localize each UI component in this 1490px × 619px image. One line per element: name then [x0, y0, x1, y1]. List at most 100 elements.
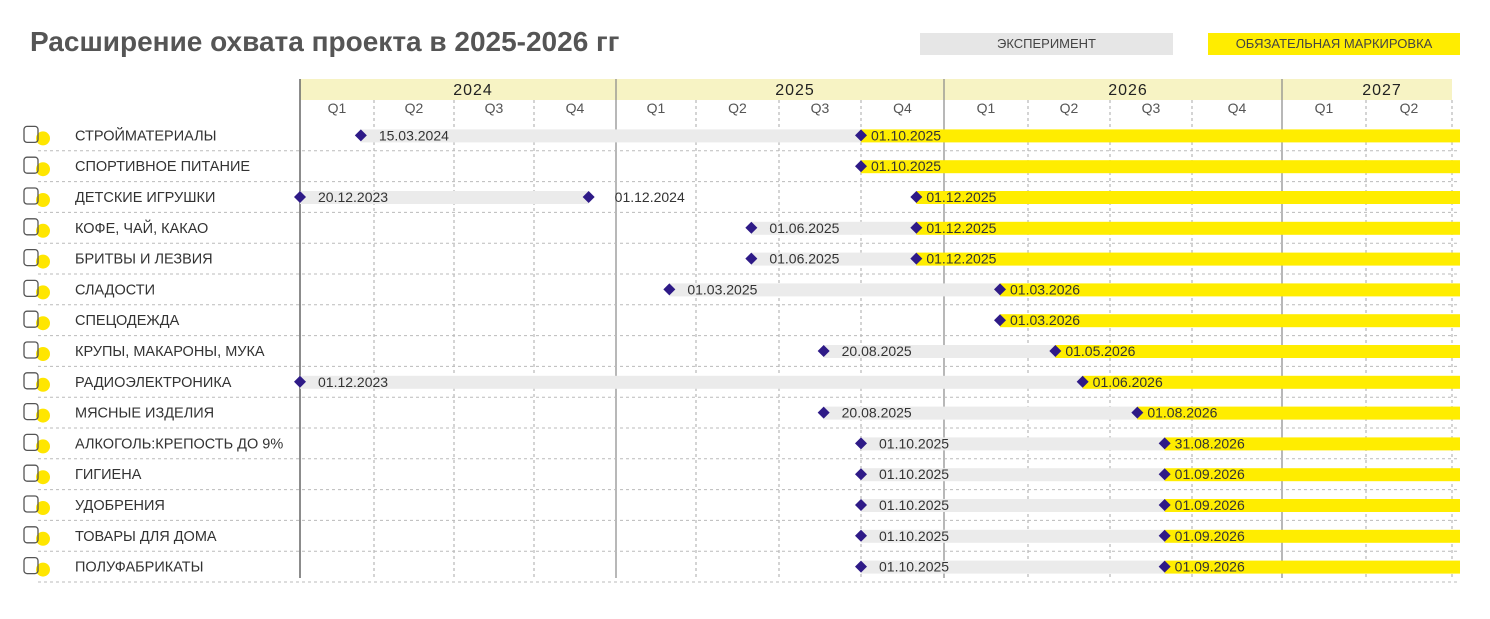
year-label: 2025 [775, 82, 815, 99]
icon-dot [36, 470, 50, 485]
experiment-start-date: 01.10.2025 [879, 435, 949, 451]
year-band [616, 79, 944, 100]
experiment-start-date: 20.12.2023 [318, 189, 388, 205]
icon-dot [36, 408, 50, 423]
icon-dot [36, 377, 50, 392]
year-band [1282, 79, 1452, 100]
category-label: СТРОЙМАТЕРИАЛЫ [75, 126, 216, 144]
quarter-label: Q3 [811, 100, 830, 116]
experiment-start-date: 01.03.2025 [687, 281, 757, 297]
mandatory-start-marker [855, 160, 867, 173]
experiment-bar [823, 406, 1138, 420]
category-label: ГИГИЕНА [75, 467, 142, 483]
icon-dot [36, 131, 50, 146]
mandatory-bar [916, 221, 1460, 235]
mandatory-bar [1164, 499, 1460, 512]
icon-dot [36, 162, 50, 177]
semi-finished-food-icon [23, 556, 39, 575]
mandatory-start-marker [1158, 529, 1171, 542]
icon-dot [36, 193, 50, 207]
mandatory-start-marker [910, 221, 923, 234]
workwear-icon [23, 310, 39, 328]
toys-icon [23, 187, 39, 205]
mandatory-start-marker [1049, 345, 1062, 357]
mandatory-start-marker [910, 252, 923, 265]
mandatory-start-date: 31.08.2026 [1175, 435, 1245, 451]
quarter-label: Q4 [1228, 100, 1247, 116]
mandatory-start-marker [1158, 560, 1171, 573]
icon-dot [36, 254, 50, 269]
experiment-start-date: 01.10.2025 [879, 497, 949, 513]
category-label: СПЕЦОДЕЖДА [75, 313, 180, 329]
mandatory-start-marker [994, 314, 1006, 327]
year-label: 2026 [1108, 82, 1148, 99]
experiment-bar [861, 560, 1165, 574]
category-label: ДЕТСКИЕ ИГРУШКИ [75, 190, 215, 206]
mandatory-start-date: 01.10.2025 [871, 158, 941, 174]
mandatory-start-marker [855, 129, 867, 142]
experiment-start-date: 20.08.2025 [842, 405, 912, 421]
quarter-label: Q1 [1315, 100, 1334, 116]
mandatory-start-marker [1076, 375, 1089, 388]
icon-dot [36, 439, 50, 454]
icon-dot [36, 501, 50, 515]
icon-dot [36, 347, 50, 361]
category-label: РАДИОЭЛЕКТРОНИКА [75, 375, 232, 391]
quarter-label: Q1 [328, 100, 347, 116]
year-label: 2027 [1362, 82, 1402, 99]
experiment-end-marker [582, 191, 595, 203]
category-label: СПОРТИВНОЕ ПИТАНИЕ [75, 159, 250, 175]
icon-dot [36, 531, 50, 546]
experiment-start-date: 01.06.2025 [769, 251, 839, 267]
quarter-label: Q2 [1400, 100, 1419, 116]
mandatory-start-date: 01.12.2025 [926, 189, 996, 205]
mandatory-start-marker [1131, 406, 1144, 419]
experiment-start-marker [354, 129, 367, 142]
mandatory-bar [1137, 406, 1460, 420]
icon-dot [36, 223, 50, 238]
household-goods-icon [23, 526, 39, 544]
page-title: Расширение охвата проекта в 2025-2026 гг [30, 26, 620, 57]
category-label: МЯСНЫЕ ИЗДЕЛИЯ [75, 406, 214, 422]
meat-icon [23, 402, 39, 421]
microchip-icon [23, 372, 39, 390]
mandatory-bar [1164, 468, 1460, 482]
experiment-bar [861, 529, 1165, 543]
experiment-end-date: 01.12.2024 [615, 189, 685, 205]
mandatory-start-date: 01.06.2026 [1093, 374, 1163, 390]
experiment-bar [300, 375, 1083, 389]
category-label: УДОБРЕНИЯ [75, 498, 165, 514]
experiment-start-marker [294, 191, 306, 203]
experiment-start-marker [817, 406, 830, 419]
mandatory-start-date: 01.09.2026 [1175, 497, 1245, 513]
coffee-cup-icon [23, 218, 39, 236]
legend-experiment: ЭКСПЕРИМЕНТ [920, 33, 1173, 55]
category-label: ТОВАРЫ ДЛЯ ДОМА [75, 529, 217, 545]
experiment-start-date: 01.06.2025 [769, 220, 839, 236]
category-label: КОФЕ, ЧАЙ, КАКАО [75, 219, 208, 237]
mandatory-bar [1164, 529, 1460, 543]
mandatory-start-date: 01.09.2026 [1175, 528, 1245, 544]
experiment-bar [823, 345, 1056, 358]
icon-dot [36, 316, 50, 331]
experiment-start-marker [855, 529, 867, 542]
mandatory-start-date: 01.08.2026 [1147, 405, 1217, 421]
mandatory-bar [861, 129, 1460, 143]
experiment-start-marker [817, 345, 830, 357]
mandatory-start-date: 01.09.2026 [1175, 559, 1245, 575]
experiment-start-marker [745, 221, 758, 234]
sports-nutrition-icon [23, 156, 39, 174]
building-materials-icon [23, 125, 39, 144]
razor-icon [23, 248, 39, 267]
category-label: КРУПЫ, МАКАРОНЫ, МУКА [75, 344, 265, 360]
mandatory-start-marker [910, 191, 923, 203]
experiment-start-date: 01.12.2023 [318, 374, 388, 390]
quarter-label: Q2 [405, 100, 424, 116]
quarter-label: Q3 [1142, 100, 1161, 116]
experiment-start-date: 20.08.2025 [842, 343, 912, 359]
mandatory-bar [1000, 283, 1460, 297]
alcohol-icon [23, 433, 39, 452]
mandatory-start-date: 01.12.2025 [926, 220, 996, 236]
mandatory-bar [1164, 437, 1460, 451]
mandatory-bar [916, 191, 1460, 204]
